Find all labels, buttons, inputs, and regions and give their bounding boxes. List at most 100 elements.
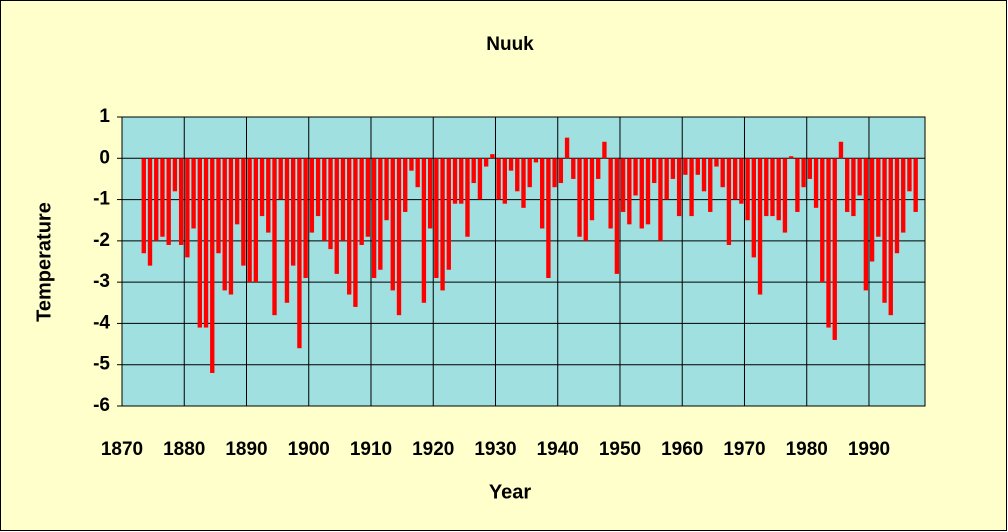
bar [297, 158, 302, 349]
bar [371, 158, 377, 279]
y-tick-label: -6 [93, 395, 110, 416]
bar [751, 158, 756, 258]
bar [732, 158, 738, 200]
bar [845, 158, 850, 212]
bar [185, 158, 190, 258]
bar [695, 158, 700, 175]
bar [620, 158, 626, 212]
x-tick-label: 1930 [474, 439, 516, 460]
bar [552, 158, 557, 188]
bar [602, 141, 607, 159]
bar [832, 158, 837, 340]
y-tick-label: -4 [93, 312, 110, 333]
x-tick-label: 1950 [599, 439, 641, 460]
bar [353, 158, 358, 307]
bar [272, 158, 277, 316]
bar [876, 158, 881, 237]
bar [427, 158, 433, 229]
bar [253, 158, 259, 283]
bar [347, 158, 352, 295]
bar [147, 158, 153, 266]
bar [851, 158, 856, 217]
bar [676, 158, 682, 217]
bar [788, 156, 794, 159]
bar [228, 158, 234, 295]
bar [764, 158, 769, 217]
bar [558, 158, 564, 184]
x-tick-label: 1920 [412, 439, 454, 460]
bar [203, 158, 209, 328]
bar [589, 158, 595, 221]
bar [583, 158, 588, 241]
y-tick-label: -2 [93, 230, 110, 251]
bar [191, 158, 196, 229]
bar [639, 158, 644, 229]
bar [521, 158, 526, 208]
y-tick-label: -5 [93, 354, 110, 375]
bar [745, 158, 750, 221]
x-tick-label: 1900 [288, 439, 330, 460]
bar [757, 158, 763, 295]
bar [820, 158, 825, 283]
bar [483, 158, 489, 167]
bar [178, 158, 184, 245]
bar [913, 158, 918, 212]
bar [533, 158, 539, 163]
bar [670, 158, 676, 179]
y-tick-label: -3 [93, 271, 110, 292]
bar [421, 158, 427, 303]
bar [683, 158, 688, 175]
bar [266, 158, 271, 233]
bar [415, 158, 420, 188]
bar [726, 158, 732, 245]
bar [465, 158, 470, 237]
bar [471, 158, 476, 184]
bar [813, 158, 819, 208]
bar [216, 158, 221, 254]
bar [571, 158, 576, 179]
bar [894, 158, 900, 254]
x-tick-label: 1940 [537, 439, 579, 460]
bar [739, 158, 744, 204]
y-tick-label: 1 [99, 106, 110, 127]
bar [838, 141, 844, 159]
bar [284, 158, 290, 303]
bar [309, 158, 315, 233]
bar [396, 158, 402, 316]
x-tick-label: 1980 [786, 439, 828, 460]
bar [446, 158, 451, 270]
bar [141, 158, 146, 254]
chart-title: Nuuk [486, 34, 534, 55]
x-tick-label: 1880 [163, 439, 205, 460]
bar [539, 158, 545, 229]
bar [378, 158, 383, 270]
bar [888, 158, 893, 316]
bar [608, 158, 613, 229]
bar [496, 158, 501, 200]
bar [403, 158, 408, 212]
x-tick-label: 1890 [225, 439, 267, 460]
y-tick-label: -1 [93, 189, 110, 210]
bar [708, 158, 713, 212]
bar [241, 158, 246, 266]
bar [365, 158, 371, 237]
bar [490, 154, 495, 159]
bar [340, 158, 346, 241]
bar [477, 158, 483, 200]
bar [907, 158, 912, 192]
bar [166, 158, 171, 245]
bar [222, 158, 227, 291]
x-tick-label: 1960 [661, 439, 703, 460]
bar [278, 158, 283, 200]
bar [527, 158, 532, 188]
bar [869, 158, 875, 262]
bar [334, 158, 339, 274]
bar [882, 158, 887, 303]
bar [160, 158, 165, 237]
bar [384, 158, 389, 221]
bar [508, 158, 514, 171]
bar [247, 158, 252, 283]
bar [614, 158, 620, 274]
bar [714, 158, 719, 167]
